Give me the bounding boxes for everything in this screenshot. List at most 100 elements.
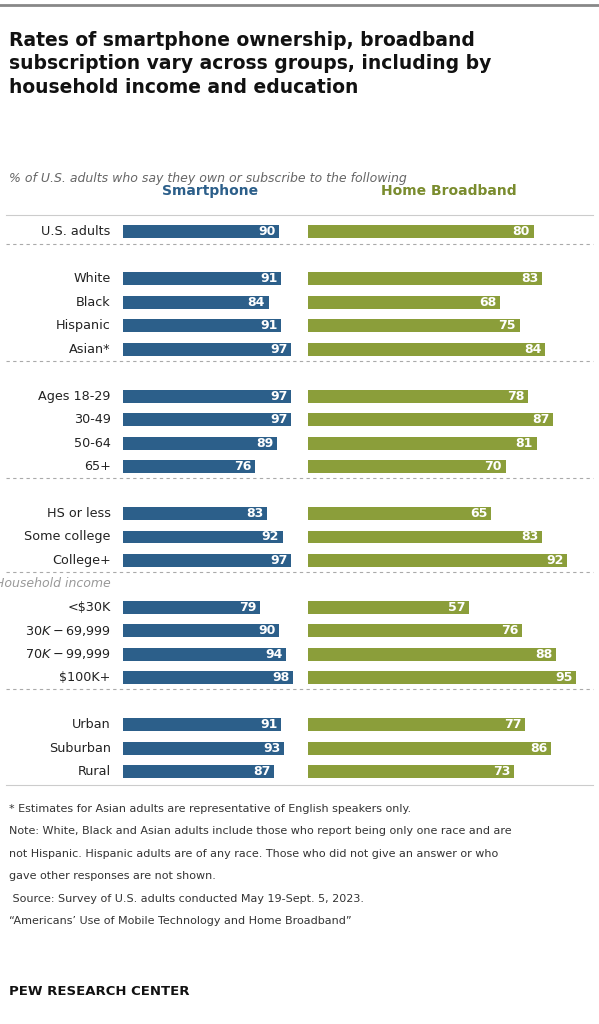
- Text: PEW RESEARCH CENTER: PEW RESEARCH CENTER: [9, 985, 189, 998]
- Text: 94: 94: [265, 648, 283, 660]
- Text: 70: 70: [485, 460, 502, 473]
- Text: 97: 97: [270, 554, 288, 567]
- Text: $30K-$69,999: $30K-$69,999: [25, 624, 111, 638]
- Text: 95: 95: [555, 672, 573, 684]
- Text: Rates of smartphone ownership, broadband
subscription vary across groups, includ: Rates of smartphone ownership, broadband…: [9, 31, 491, 96]
- Text: * Estimates for Asian adults are representative of English speakers only.: * Estimates for Asian adults are represe…: [9, 804, 411, 814]
- Text: White: White: [74, 272, 111, 286]
- Bar: [123, 436, 277, 450]
- Text: 30-49: 30-49: [74, 413, 111, 426]
- Bar: [123, 272, 281, 286]
- Text: 91: 91: [260, 272, 277, 286]
- Bar: [308, 296, 500, 309]
- Bar: [308, 672, 576, 684]
- Text: 84: 84: [248, 296, 265, 309]
- Bar: [123, 225, 279, 239]
- Text: 81: 81: [516, 436, 533, 450]
- Text: Rural: Rural: [78, 765, 111, 778]
- Text: 76: 76: [501, 625, 519, 637]
- Text: <$30K: <$30K: [68, 601, 111, 613]
- Text: 65: 65: [470, 507, 488, 520]
- Bar: [123, 741, 285, 755]
- Bar: [308, 741, 550, 755]
- Text: 83: 83: [246, 507, 264, 520]
- Bar: [308, 765, 514, 778]
- Bar: [123, 625, 279, 637]
- Bar: [308, 648, 556, 660]
- Text: Note: White, Black and Asian adults include those who report being only one race: Note: White, Black and Asian adults incl…: [9, 826, 512, 837]
- Text: 50-64: 50-64: [74, 436, 111, 450]
- Bar: [123, 296, 269, 309]
- Bar: [123, 343, 291, 355]
- Text: 76: 76: [234, 460, 251, 473]
- Text: 93: 93: [264, 741, 281, 755]
- Text: 75: 75: [498, 319, 516, 332]
- Text: Hispanic: Hispanic: [56, 319, 111, 332]
- Bar: [308, 507, 492, 520]
- Bar: [308, 718, 525, 731]
- Text: 86: 86: [530, 741, 547, 755]
- Text: 98: 98: [272, 672, 289, 684]
- Bar: [308, 625, 522, 637]
- Text: 87: 87: [533, 413, 550, 426]
- Text: 97: 97: [270, 413, 288, 426]
- Text: Black: Black: [76, 296, 111, 309]
- Text: 84: 84: [524, 343, 541, 355]
- Text: U.S. adults: U.S. adults: [41, 225, 111, 239]
- Text: 77: 77: [504, 718, 522, 731]
- Bar: [123, 648, 286, 660]
- Bar: [123, 672, 293, 684]
- Text: 92: 92: [546, 554, 564, 567]
- Bar: [123, 601, 260, 613]
- Text: 97: 97: [270, 390, 288, 402]
- Bar: [308, 554, 567, 567]
- Text: Home Broadband: Home Broadband: [382, 183, 517, 198]
- Text: 92: 92: [262, 530, 279, 544]
- Text: not Hispanic. Hispanic adults are of any race. Those who did not give an answer : not Hispanic. Hispanic adults are of any…: [9, 849, 498, 859]
- Text: gave other responses are not shown.: gave other responses are not shown.: [9, 871, 216, 882]
- Bar: [308, 343, 545, 355]
- Text: 90: 90: [258, 225, 276, 239]
- Bar: [123, 390, 291, 402]
- Text: Asian*: Asian*: [69, 343, 111, 355]
- Text: 79: 79: [239, 601, 256, 613]
- Text: HS or less: HS or less: [47, 507, 111, 520]
- Text: 80: 80: [513, 225, 530, 239]
- Bar: [308, 436, 537, 450]
- Bar: [308, 225, 534, 239]
- Bar: [123, 507, 267, 520]
- Text: Some college: Some college: [25, 530, 111, 544]
- Text: 89: 89: [256, 436, 274, 450]
- Text: 73: 73: [493, 765, 510, 778]
- Text: 68: 68: [479, 296, 497, 309]
- Text: Smartphone: Smartphone: [162, 183, 258, 198]
- Text: 83: 83: [521, 530, 539, 544]
- Bar: [123, 765, 274, 778]
- Bar: [123, 319, 281, 332]
- Text: 78: 78: [507, 390, 525, 402]
- Bar: [308, 413, 553, 426]
- Text: 57: 57: [448, 601, 465, 613]
- Bar: [308, 460, 506, 473]
- Text: 88: 88: [536, 648, 553, 660]
- Text: 87: 87: [253, 765, 270, 778]
- Bar: [308, 390, 528, 402]
- Text: Source: Survey of U.S. adults conducted May 19-Sept. 5, 2023.: Source: Survey of U.S. adults conducted …: [9, 894, 364, 904]
- Text: Household income: Household income: [0, 578, 111, 591]
- Text: Ages 18-29: Ages 18-29: [38, 390, 111, 402]
- Text: $70K-$99,999: $70K-$99,999: [25, 647, 111, 662]
- Bar: [308, 319, 519, 332]
- Text: “Americans’ Use of Mobile Technology and Home Broadband”: “Americans’ Use of Mobile Technology and…: [9, 916, 352, 927]
- Text: 83: 83: [521, 272, 539, 286]
- Text: College+: College+: [52, 554, 111, 567]
- Bar: [123, 554, 291, 567]
- Bar: [123, 460, 255, 473]
- Text: 90: 90: [258, 625, 276, 637]
- Text: 65+: 65+: [84, 460, 111, 473]
- Bar: [123, 530, 283, 544]
- Text: Urban: Urban: [72, 718, 111, 731]
- Bar: [308, 272, 542, 286]
- Text: 91: 91: [260, 718, 277, 731]
- Bar: [123, 413, 291, 426]
- Text: 97: 97: [270, 343, 288, 355]
